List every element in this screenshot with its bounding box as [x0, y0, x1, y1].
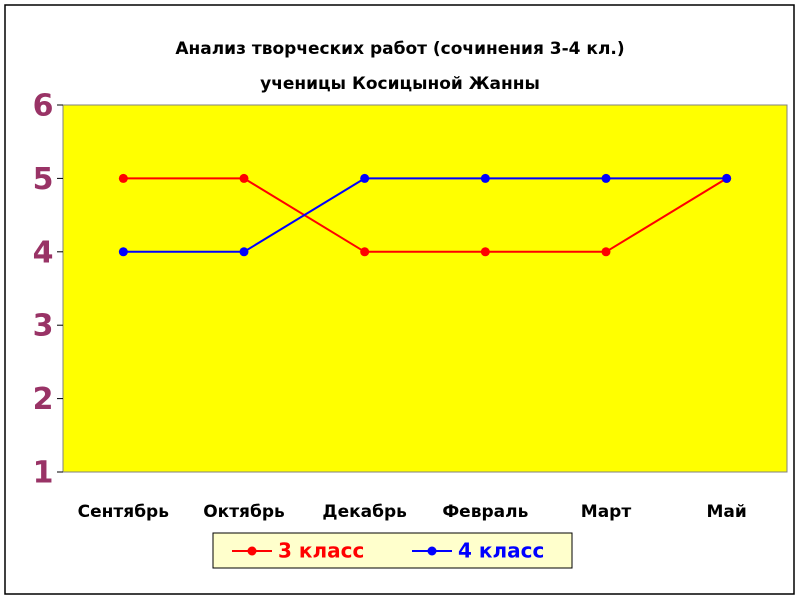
data-point — [360, 173, 370, 183]
data-point — [239, 173, 249, 183]
y-tick-label: 5 — [33, 162, 54, 197]
legend-box — [212, 532, 573, 569]
x-tick-label: Сентябрь — [78, 502, 169, 522]
plot-area — [62, 104, 788, 473]
data-point — [239, 247, 249, 257]
x-tick-label: Декабрь — [322, 502, 406, 522]
data-point — [118, 173, 128, 183]
data-point — [601, 173, 611, 183]
chart-title: Анализ творческих работ (сочинения 3-4 к… — [175, 39, 624, 59]
y-tick-label: 4 — [33, 235, 54, 270]
legend-label: 3 класс — [278, 539, 364, 563]
legend-label: 4 класс — [458, 539, 544, 563]
series-line — [123, 177, 727, 253]
x-tick-label: Февраль — [442, 502, 528, 522]
legend-marker — [247, 546, 257, 556]
y-tick-label: 6 — [33, 89, 54, 124]
x-tick-label: Октябрь — [203, 502, 285, 522]
data-point — [480, 173, 490, 183]
chart-subtitle: ученицы Косицыной Жанны — [260, 74, 540, 94]
data-point — [118, 247, 128, 257]
legend-marker — [427, 546, 437, 556]
x-tick-label: Май — [707, 502, 747, 522]
x-tick-label: Март — [581, 502, 632, 522]
data-point — [722, 173, 732, 183]
series-line — [123, 177, 728, 253]
y-tick-label: 2 — [33, 382, 54, 417]
data-point — [480, 247, 490, 257]
data-point — [601, 247, 611, 257]
y-tick-label: 1 — [33, 456, 54, 491]
data-point — [360, 247, 370, 257]
y-tick-label: 3 — [33, 309, 54, 344]
